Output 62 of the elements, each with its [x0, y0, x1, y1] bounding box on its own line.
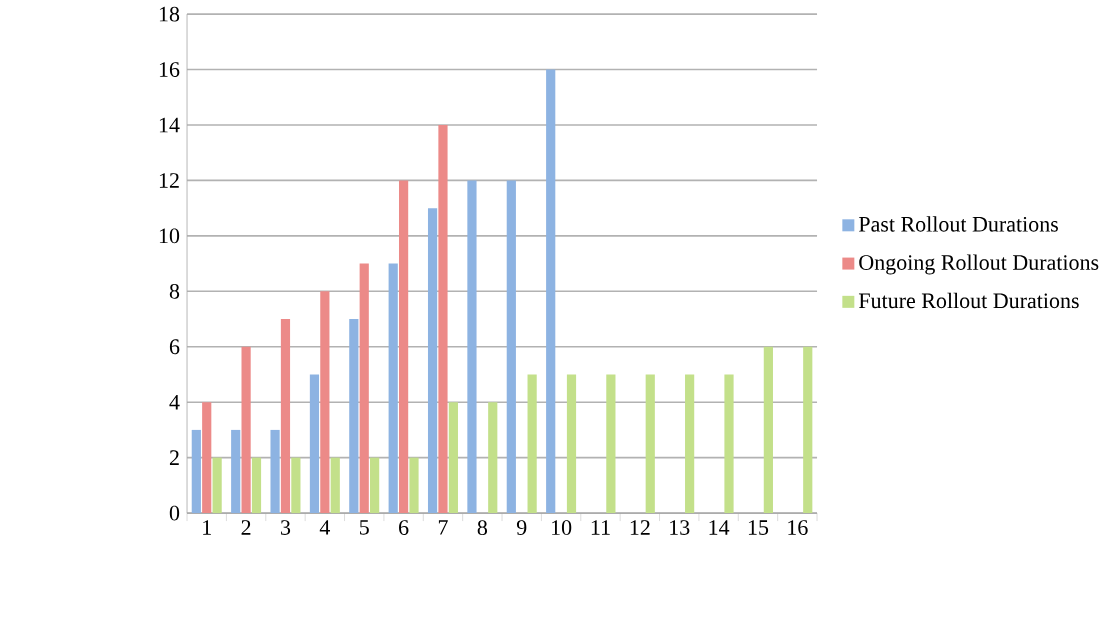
y-tick-label: 4 [169, 395, 180, 410]
legend-label: Past Rollout Durations [858, 216, 1058, 232]
bar [330, 457, 340, 514]
x-tick-label: 12 [630, 520, 650, 535]
x-tick-label: 9 [516, 520, 527, 536]
x-tick-label: 10 [552, 520, 572, 536]
x-tick-label: 5 [360, 520, 369, 535]
bar [427, 208, 438, 514]
x-tick-label: 14 [709, 520, 730, 535]
x-tick-label: 11 [591, 520, 610, 535]
x-tick-label: 15 [748, 520, 769, 536]
bar [546, 69, 556, 514]
bar [448, 402, 458, 514]
bar [527, 374, 537, 514]
bar [606, 374, 616, 514]
x-tick-label: 16 [788, 520, 808, 536]
x-tick-label: 3 [281, 520, 291, 536]
bar [241, 346, 251, 514]
bar [388, 263, 398, 514]
x-tick-label: 1 [203, 520, 211, 535]
bar [803, 346, 813, 514]
bar [724, 374, 734, 514]
bar [467, 180, 477, 514]
bar [349, 319, 359, 514]
bar [763, 346, 773, 514]
bar [280, 319, 291, 514]
y-tick-label: 18 [159, 6, 180, 22]
x-tick-label: 2 [241, 520, 251, 535]
bar [270, 430, 280, 514]
bar [359, 263, 369, 514]
x-tick-label: 13 [670, 520, 690, 536]
legend-label: Future Rollout Durations [858, 292, 1079, 309]
x-tick-label: 8 [477, 520, 488, 536]
bar [685, 374, 695, 514]
bar [488, 402, 498, 514]
bar [191, 430, 201, 514]
y-tick-label: 2 [169, 450, 179, 466]
y-tick-label: 0 [169, 505, 180, 521]
y-tick-label: 8 [169, 284, 180, 299]
bar [202, 402, 212, 514]
y-tick-label: 6 [169, 339, 180, 355]
y-tick-label: 14 [159, 117, 180, 133]
legend-label: Ongoing Rollout Durations [859, 254, 1099, 275]
x-tick-label: 7 [438, 520, 448, 535]
bar [566, 374, 577, 514]
y-tick-label: 12 [159, 173, 179, 188]
bar [291, 457, 301, 514]
y-tick-label: 16 [159, 62, 180, 78]
bar [399, 180, 409, 514]
x-tick-label: 4 [319, 520, 331, 535]
bar [645, 374, 655, 514]
bar [320, 291, 330, 514]
bar [370, 457, 380, 514]
bar [212, 457, 222, 514]
bar [309, 374, 320, 514]
x-tick-label: 6 [399, 520, 409, 536]
bar [251, 457, 262, 514]
bar [506, 180, 516, 514]
bar [438, 125, 448, 514]
bar [409, 457, 419, 514]
bar [231, 430, 241, 514]
y-tick-label: 10 [159, 228, 180, 244]
